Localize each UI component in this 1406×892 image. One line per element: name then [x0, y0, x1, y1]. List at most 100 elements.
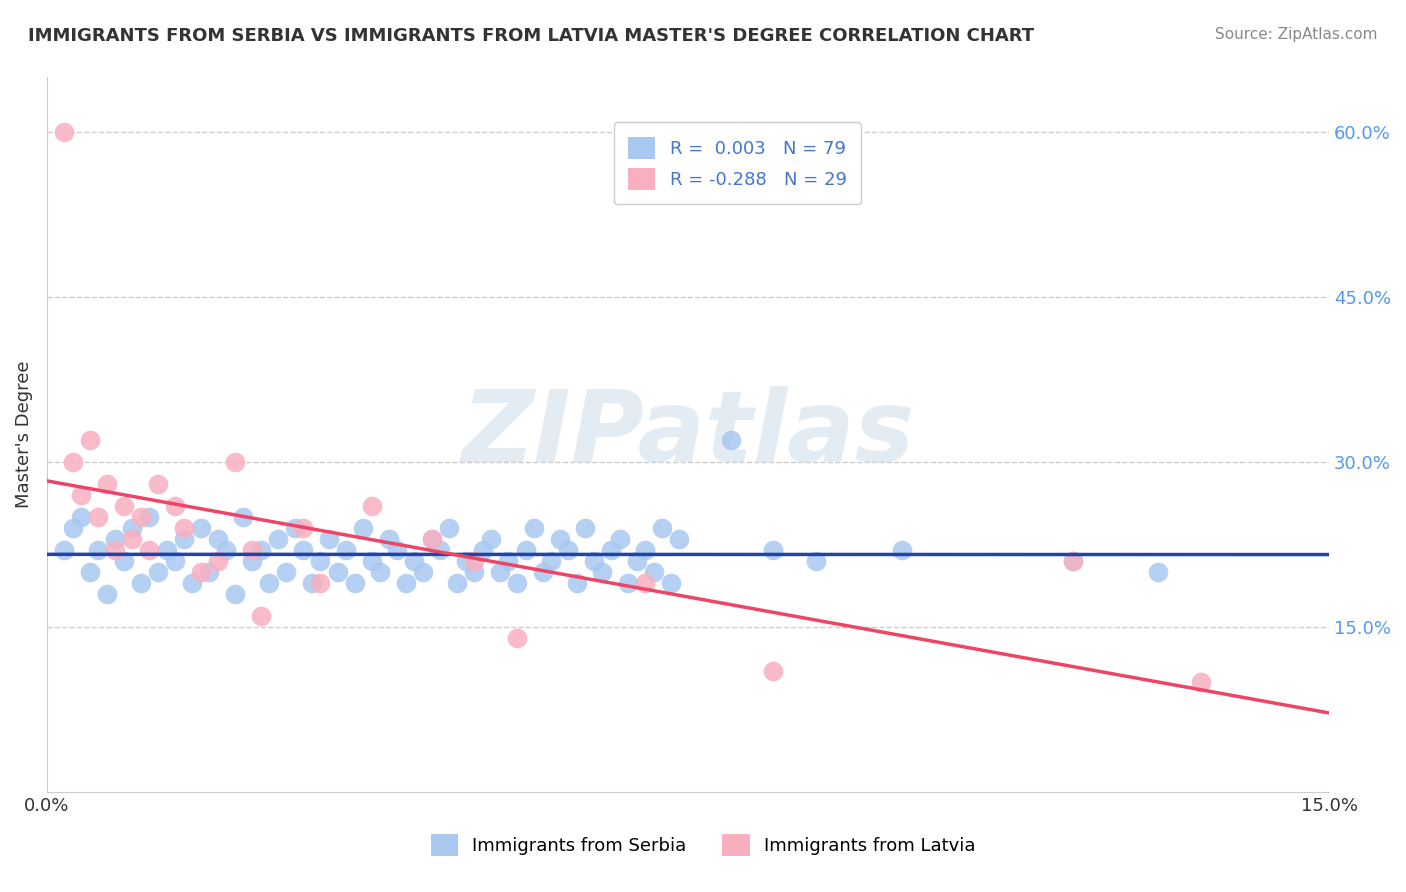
Point: [79, 565, 101, 579]
Point: [1147, 565, 1170, 579]
Point: [70, 510, 93, 524]
Point: [360, 499, 382, 513]
Point: [592, 565, 614, 579]
Point: [165, 499, 187, 513]
Point: [146, 477, 169, 491]
Point: [96, 477, 118, 491]
Point: [309, 575, 332, 590]
Point: [454, 554, 477, 568]
Point: [190, 565, 212, 579]
Point: [155, 543, 177, 558]
Point: [249, 543, 271, 558]
Point: [181, 575, 204, 590]
Point: [420, 532, 443, 546]
Text: Source: ZipAtlas.com: Source: ZipAtlas.com: [1215, 27, 1378, 42]
Point: [582, 554, 605, 568]
Point: [804, 554, 827, 568]
Point: [506, 575, 529, 590]
Point: [540, 554, 562, 568]
Point: [309, 554, 332, 568]
Point: [387, 543, 409, 558]
Point: [240, 554, 263, 568]
Point: [557, 543, 579, 558]
Point: [266, 532, 288, 546]
Point: [720, 433, 742, 447]
Point: [420, 532, 443, 546]
Point: [62, 455, 84, 469]
Point: [762, 543, 785, 558]
Point: [276, 565, 298, 579]
Point: [249, 608, 271, 623]
Point: [87, 543, 110, 558]
Point: [643, 565, 665, 579]
Point: [565, 575, 588, 590]
Point: [335, 543, 357, 558]
Point: [489, 565, 512, 579]
Point: [53, 125, 76, 139]
Point: [121, 532, 143, 546]
Point: [190, 521, 212, 535]
Point: [104, 543, 127, 558]
Point: [112, 499, 135, 513]
Point: [70, 488, 93, 502]
Point: [437, 521, 460, 535]
Point: [515, 543, 537, 558]
Point: [463, 565, 485, 579]
Point: [1062, 554, 1084, 568]
Point: [479, 532, 502, 546]
Point: [104, 532, 127, 546]
Point: [360, 554, 382, 568]
Point: [292, 521, 315, 535]
Point: [395, 575, 418, 590]
Point: [224, 587, 246, 601]
Point: [506, 631, 529, 645]
Point: [523, 521, 546, 535]
Point: [146, 565, 169, 579]
Point: [173, 521, 195, 535]
Point: [626, 554, 648, 568]
Point: [318, 532, 340, 546]
Point: [138, 510, 160, 524]
Text: ZIPatlas: ZIPatlas: [461, 386, 914, 483]
Point: [79, 433, 101, 447]
Point: [634, 543, 657, 558]
Point: [129, 575, 152, 590]
Point: [446, 575, 468, 590]
Point: [284, 521, 307, 535]
Point: [668, 532, 690, 546]
Point: [62, 521, 84, 535]
Point: [609, 532, 631, 546]
Point: [651, 521, 673, 535]
Point: [429, 543, 451, 558]
Point: [890, 543, 912, 558]
Point: [634, 575, 657, 590]
Legend: R =  0.003   N = 79, R = -0.288   N = 29: R = 0.003 N = 79, R = -0.288 N = 29: [613, 122, 860, 204]
Point: [215, 543, 238, 558]
Point: [173, 532, 195, 546]
Point: [531, 565, 554, 579]
Point: [292, 543, 315, 558]
Point: [659, 575, 682, 590]
Point: [463, 554, 485, 568]
Point: [121, 521, 143, 535]
Point: [301, 575, 323, 590]
Point: [404, 554, 426, 568]
Point: [368, 565, 391, 579]
Y-axis label: Master's Degree: Master's Degree: [15, 361, 32, 508]
Point: [53, 543, 76, 558]
Point: [762, 664, 785, 678]
Point: [138, 543, 160, 558]
Point: [240, 543, 263, 558]
Point: [165, 554, 187, 568]
Point: [378, 532, 401, 546]
Point: [412, 565, 434, 579]
Point: [198, 565, 221, 579]
Point: [207, 532, 229, 546]
Point: [617, 575, 640, 590]
Point: [257, 575, 280, 590]
Point: [1189, 674, 1212, 689]
Point: [574, 521, 596, 535]
Point: [207, 554, 229, 568]
Text: IMMIGRANTS FROM SERBIA VS IMMIGRANTS FROM LATVIA MASTER'S DEGREE CORRELATION CHA: IMMIGRANTS FROM SERBIA VS IMMIGRANTS FRO…: [28, 27, 1035, 45]
Point: [326, 565, 349, 579]
